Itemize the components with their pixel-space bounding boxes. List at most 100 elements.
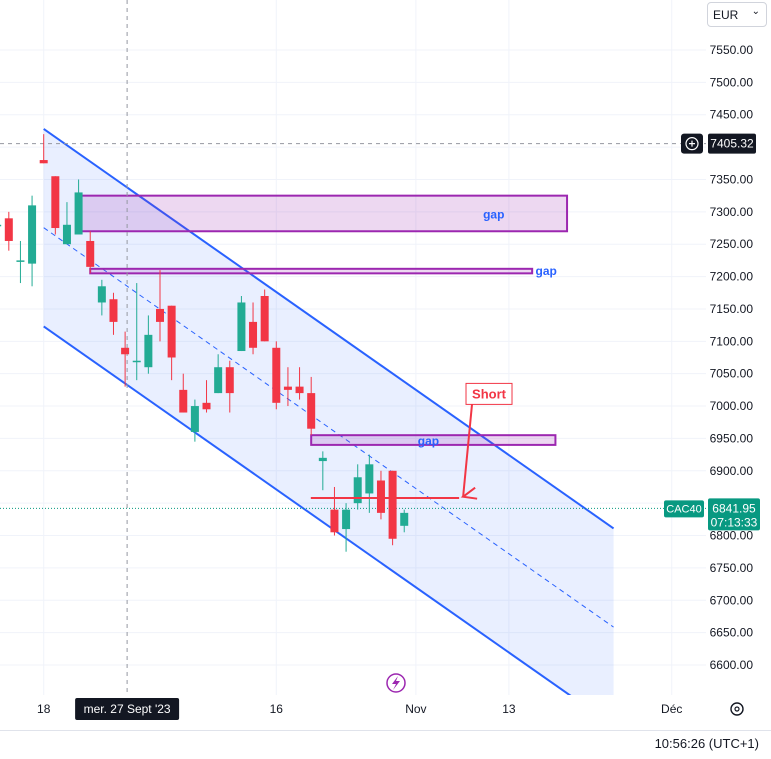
candle[interactable] [249, 302, 258, 355]
price-axis[interactable]: 7550.007500.007450.007400.007350.007300.… [706, 0, 771, 730]
candle[interactable] [179, 373, 188, 413]
candle[interactable] [260, 289, 269, 342]
short-arrow-head [460, 486, 478, 500]
candle-body [214, 367, 223, 394]
gap-zone-rect[interactable] [310, 434, 557, 446]
candle[interactable] [225, 360, 234, 413]
gap-zone[interactable]: gap [77, 194, 569, 233]
candle[interactable] [283, 367, 292, 407]
time-tick-label: Nov [405, 702, 426, 716]
candle-body [121, 347, 130, 355]
candle-body [51, 176, 60, 229]
crosshair-price-label: 7405.32 [710, 137, 754, 151]
chevron-down-icon: ⌄ [751, 6, 760, 17]
candle[interactable] [156, 270, 164, 342]
last-price-label: 6841.95 [712, 501, 756, 515]
candle-body [97, 286, 106, 303]
candle-body [318, 457, 327, 462]
crosshair-date-tag[interactable]: mer. 27 Sept '23 [75, 698, 180, 720]
candle[interactable] [330, 486, 339, 536]
price-tick-label: 7500.00 [710, 75, 754, 89]
gear-icon[interactable] [730, 702, 744, 716]
candle-body [28, 205, 37, 264]
candle[interactable] [388, 470, 397, 546]
candle[interactable] [202, 380, 211, 413]
gap-zone-rect[interactable] [77, 194, 569, 233]
candle[interactable] [272, 341, 281, 410]
candle[interactable] [342, 503, 351, 552]
price-tick-label: 6700.00 [710, 593, 754, 607]
candle[interactable] [167, 305, 176, 381]
candle[interactable] [318, 451, 327, 491]
countdown-label: 07:13:33 [711, 515, 758, 529]
candle[interactable] [74, 179, 83, 235]
candle-body [388, 470, 397, 539]
crosshair-date-label: mer. 27 Sept '23 [84, 702, 171, 716]
candle[interactable] [121, 331, 130, 387]
candle[interactable] [376, 470, 385, 520]
candle-body [179, 389, 188, 413]
candle[interactable] [365, 454, 374, 513]
candle-body [62, 224, 71, 245]
candle[interactable] [62, 202, 71, 245]
candle[interactable] [307, 376, 316, 436]
candle[interactable] [16, 240, 25, 284]
candle[interactable] [97, 279, 106, 316]
add-alert-button[interactable] [681, 133, 703, 154]
status-bar: 10:56:26 (UTC+1) [0, 730, 771, 755]
candle[interactable] [132, 283, 141, 381]
gap-zone-rect[interactable] [89, 267, 534, 275]
candle[interactable] [400, 509, 409, 533]
candle[interactable] [190, 399, 199, 442]
currency-select[interactable]: EUR ⌄ [707, 2, 767, 27]
candle[interactable] [51, 176, 60, 235]
candle-body [283, 386, 292, 390]
candle[interactable] [237, 296, 246, 352]
price-tick-label: 6750.00 [710, 561, 754, 575]
candle[interactable] [28, 195, 37, 287]
candle-body [295, 386, 304, 394]
candle[interactable] [0, 218, 2, 231]
candle-body [202, 402, 211, 410]
price-tick-label: 6800.00 [710, 529, 754, 543]
price-axis-bg [706, 0, 771, 730]
candle-body [272, 347, 281, 403]
candle-body [307, 393, 316, 429]
candle[interactable] [109, 292, 118, 335]
candle-body [4, 218, 13, 241]
candle[interactable] [39, 134, 48, 164]
price-tick-label: 7100.00 [710, 334, 754, 348]
lightning-icon[interactable] [386, 673, 406, 693]
candle[interactable] [4, 211, 13, 251]
channel-median-line [43, 227, 614, 628]
candle[interactable] [295, 367, 304, 400]
candle-body [144, 334, 153, 368]
gap-zone[interactable]: gap [310, 434, 557, 448]
candle-body [260, 296, 269, 342]
symbol-tag-bg [664, 500, 704, 518]
price-tick-label: 7050.00 [710, 367, 754, 381]
channel-lower-line[interactable] [43, 325, 615, 727]
plus-icon [685, 137, 699, 151]
currency-label: EUR [713, 7, 739, 22]
crosshair-price-tag[interactable]: 7405.32 [708, 133, 756, 154]
short-arrow-line [462, 404, 474, 497]
candle[interactable] [214, 354, 223, 394]
price-tick-label: 7200.00 [710, 270, 754, 284]
timezone-clock[interactable]: 10:56:26 (UTC+1) [654, 736, 759, 751]
candle[interactable] [144, 315, 153, 374]
candle-body [16, 260, 25, 262]
gear-icon-hub [734, 706, 740, 712]
price-tick-label: 7350.00 [710, 172, 754, 186]
plus-icon-cross [689, 140, 695, 147]
candle[interactable] [86, 231, 95, 274]
price-tick-label: 6600.00 [710, 658, 754, 672]
short-annotation[interactable]: Short [310, 382, 513, 500]
candle[interactable] [353, 464, 362, 510]
price-tick-label: 6950.00 [710, 431, 754, 445]
lightning-icon-bolt [392, 676, 400, 690]
candle-body [400, 512, 409, 526]
